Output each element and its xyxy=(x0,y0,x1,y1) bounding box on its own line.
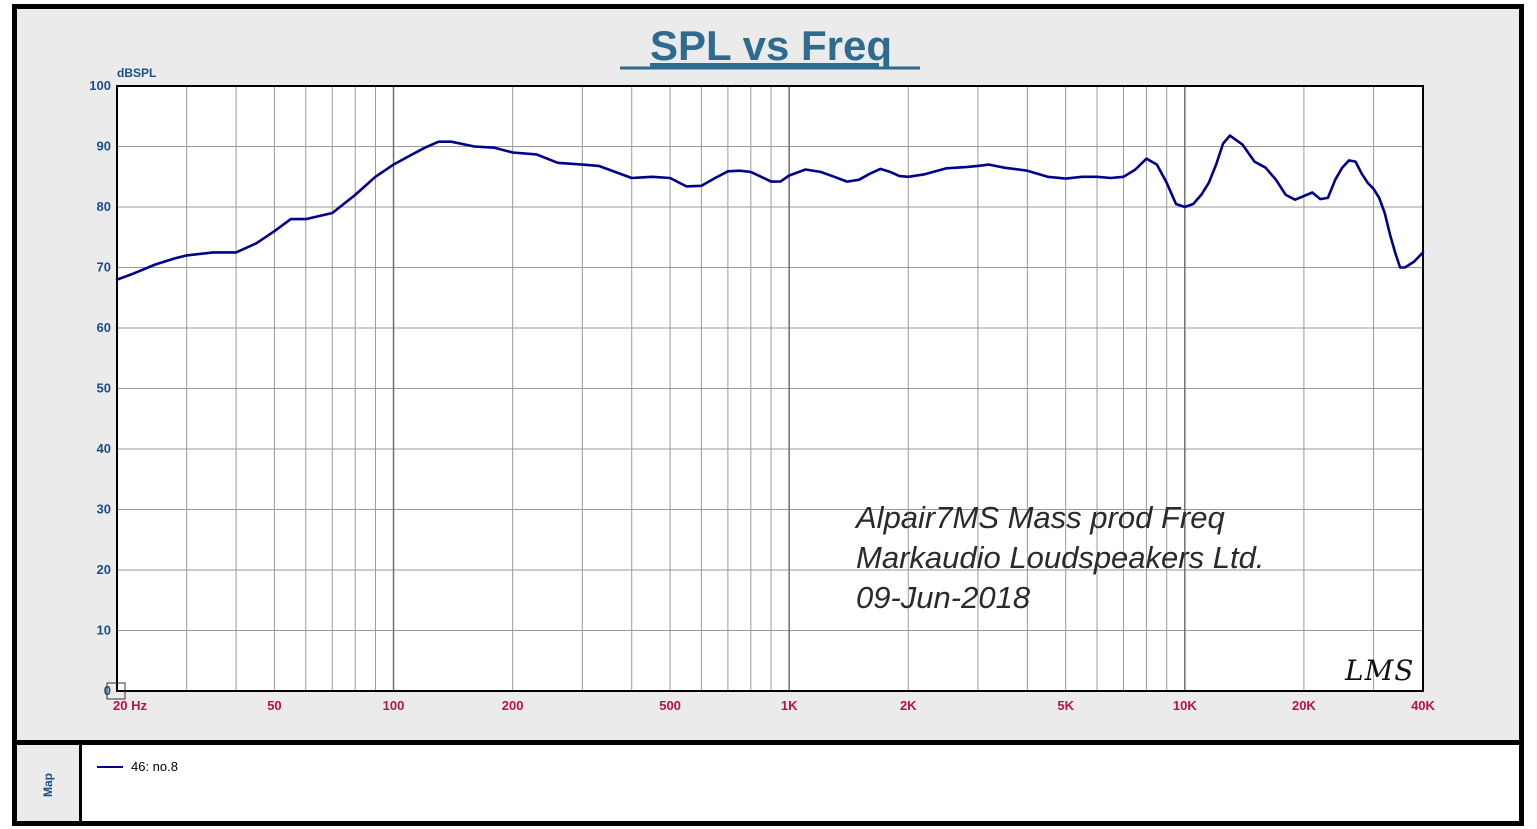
y-tick-label: 90 xyxy=(97,139,111,154)
y-tick-label: 30 xyxy=(97,502,111,517)
x-tick-label: 200 xyxy=(502,698,524,713)
y-tick-label: 100 xyxy=(89,78,111,93)
x-tick-label: 50 xyxy=(267,698,281,713)
lms-logo: LMS xyxy=(1344,654,1414,687)
series-line xyxy=(115,134,1425,281)
legend-item[interactable]: 46: no.8 xyxy=(97,759,178,774)
y-tick-label: 50 xyxy=(97,381,111,396)
plot-border xyxy=(116,85,1424,692)
chart-title: SPL vs Freq xyxy=(650,22,892,69)
x-tick-label: 40K xyxy=(1411,698,1435,713)
y-tick-label: 20 xyxy=(97,562,111,577)
annotation-model: Alpair7MS Mass prod Freq xyxy=(856,500,1225,535)
x-tick-label: 10K xyxy=(1173,698,1197,713)
map-label-cell: Map xyxy=(17,745,82,821)
x-tick-label: 20 Hz xyxy=(113,698,147,713)
y-tick-label: 40 xyxy=(97,441,111,456)
y-tick-label: 60 xyxy=(97,320,111,335)
annotation-date: 09-Jun-2018 xyxy=(856,580,1031,615)
x-tick-label: 500 xyxy=(659,698,681,713)
y-tick-label: 10 xyxy=(97,623,111,638)
origin-cursor-icon xyxy=(106,682,126,700)
legend-label: 46: no.8 xyxy=(131,759,178,774)
x-tick-label: 100 xyxy=(383,698,405,713)
y-tick-label: 70 xyxy=(97,260,111,275)
x-tick-label: 20K xyxy=(1292,698,1316,713)
x-tick-label: 2K xyxy=(900,698,917,713)
map-label: Map xyxy=(41,773,55,797)
annotation-company: Markaudio Loudspeakers Ltd. xyxy=(856,540,1265,575)
y-tick-label: 80 xyxy=(97,199,111,214)
x-tick-label: 5K xyxy=(1057,698,1074,713)
legend-swatch xyxy=(97,765,123,768)
y-axis-label: dBSPL xyxy=(117,66,156,80)
x-tick-label: 1K xyxy=(781,698,798,713)
map-panel: Map 46: no.8 xyxy=(12,740,1524,826)
